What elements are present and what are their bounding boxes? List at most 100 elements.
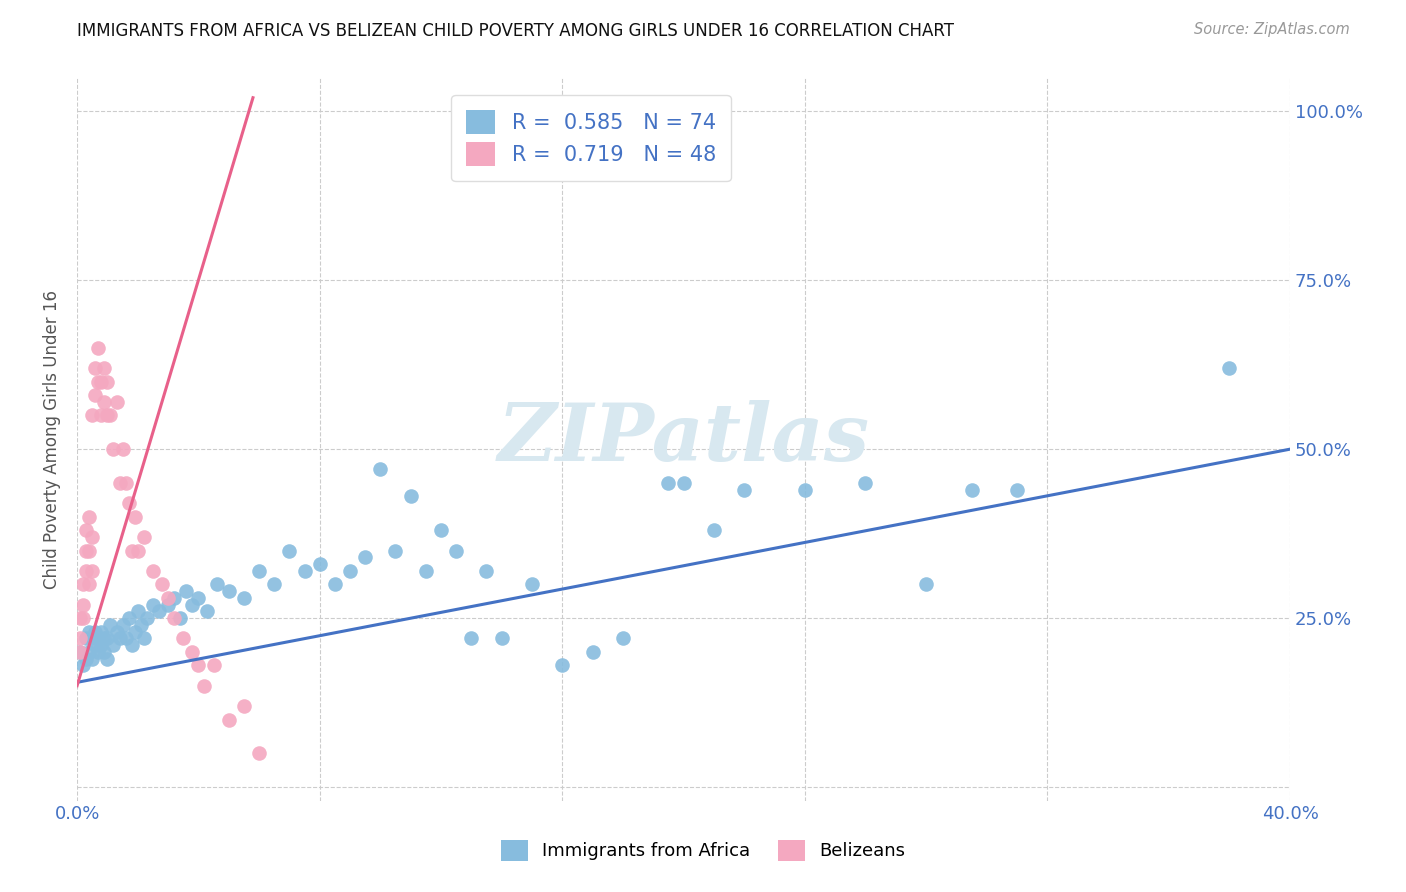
Point xyxy=(370,462,392,476)
Point xyxy=(703,523,725,537)
Point xyxy=(87,341,110,355)
Legend: R =  0.585   N = 74, R =  0.719   N = 48: R = 0.585 N = 74, R = 0.719 N = 48 xyxy=(451,95,731,181)
Point xyxy=(793,483,815,497)
Point xyxy=(415,564,437,578)
Point xyxy=(733,483,755,497)
Point xyxy=(232,698,254,713)
Y-axis label: Child Poverty Among Girls Under 16: Child Poverty Among Girls Under 16 xyxy=(44,290,60,589)
Point xyxy=(135,611,157,625)
Point xyxy=(96,375,118,389)
Point xyxy=(142,598,165,612)
Point xyxy=(430,523,453,537)
Point xyxy=(72,598,94,612)
Point xyxy=(93,361,115,376)
Point xyxy=(278,543,301,558)
Point xyxy=(132,530,155,544)
Point xyxy=(69,645,91,659)
Point xyxy=(100,409,122,423)
Point xyxy=(612,632,634,646)
Point xyxy=(475,564,498,578)
Point xyxy=(339,564,361,578)
Point xyxy=(855,475,877,490)
Point xyxy=(960,483,983,497)
Point xyxy=(169,611,191,625)
Point xyxy=(108,632,131,646)
Point xyxy=(247,564,270,578)
Point xyxy=(187,591,209,605)
Point xyxy=(205,577,228,591)
Point xyxy=(672,475,695,490)
Point xyxy=(90,624,112,639)
Point xyxy=(551,658,574,673)
Point xyxy=(187,658,209,673)
Point xyxy=(77,577,100,591)
Point xyxy=(181,598,204,612)
Point xyxy=(90,375,112,389)
Point xyxy=(72,658,94,673)
Point xyxy=(163,591,186,605)
Point xyxy=(93,395,115,409)
Point xyxy=(105,395,128,409)
Point xyxy=(520,577,543,591)
Point xyxy=(111,442,134,457)
Point xyxy=(399,490,422,504)
Point xyxy=(1005,483,1028,497)
Point xyxy=(90,638,112,652)
Point xyxy=(148,604,170,618)
Point xyxy=(124,624,146,639)
Point xyxy=(157,591,180,605)
Point xyxy=(84,624,107,639)
Point xyxy=(174,584,197,599)
Point xyxy=(197,604,219,618)
Point xyxy=(75,543,97,558)
Point xyxy=(117,611,139,625)
Point xyxy=(87,375,110,389)
Point xyxy=(181,645,204,659)
Point xyxy=(124,509,146,524)
Point xyxy=(263,577,285,591)
Point xyxy=(308,557,330,571)
Point xyxy=(127,604,149,618)
Point xyxy=(581,645,603,659)
Point xyxy=(232,591,254,605)
Point xyxy=(84,638,107,652)
Point xyxy=(69,611,91,625)
Point xyxy=(111,618,134,632)
Point xyxy=(93,632,115,646)
Point xyxy=(77,645,100,659)
Point xyxy=(354,550,377,565)
Point xyxy=(82,651,104,665)
Point xyxy=(75,632,97,646)
Point xyxy=(72,577,94,591)
Point xyxy=(121,543,143,558)
Point xyxy=(72,611,94,625)
Point xyxy=(915,577,938,591)
Point xyxy=(69,632,91,646)
Point xyxy=(193,679,215,693)
Point xyxy=(105,624,128,639)
Point xyxy=(103,442,125,457)
Point xyxy=(84,388,107,402)
Point xyxy=(121,638,143,652)
Point xyxy=(93,645,115,659)
Point xyxy=(114,632,136,646)
Text: IMMIGRANTS FROM AFRICA VS BELIZEAN CHILD POVERTY AMONG GIRLS UNDER 16 CORRELATIO: IMMIGRANTS FROM AFRICA VS BELIZEAN CHILD… xyxy=(77,22,955,40)
Legend: Immigrants from Africa, Belizeans: Immigrants from Africa, Belizeans xyxy=(492,830,914,870)
Point xyxy=(294,564,316,578)
Point xyxy=(103,638,125,652)
Point xyxy=(75,523,97,537)
Point xyxy=(75,651,97,665)
Point xyxy=(108,475,131,490)
Point xyxy=(157,598,180,612)
Point xyxy=(100,618,122,632)
Point xyxy=(491,632,513,646)
Point xyxy=(114,475,136,490)
Point xyxy=(82,564,104,578)
Point xyxy=(77,543,100,558)
Point xyxy=(69,645,91,659)
Point xyxy=(218,713,240,727)
Point xyxy=(1218,361,1240,376)
Point xyxy=(218,584,240,599)
Point xyxy=(132,632,155,646)
Text: Source: ZipAtlas.com: Source: ZipAtlas.com xyxy=(1194,22,1350,37)
